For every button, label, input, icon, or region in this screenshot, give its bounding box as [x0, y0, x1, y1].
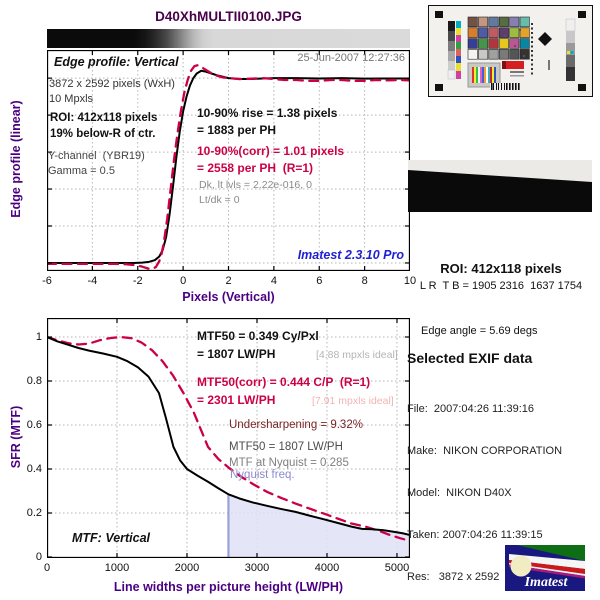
edge-x-tick-label: 0: [180, 275, 187, 287]
red-bar: [502, 61, 524, 69]
edge-x-tick-label: -2: [132, 275, 143, 287]
edge-gradient-strip: [47, 29, 410, 48]
dark-light-levels-line: Dk, lt lvls = 2.22e-016, 0: [199, 179, 312, 191]
mtf50-line1: MTF50 = 0.349 Cy/Pxl: [197, 329, 319, 343]
figure-title: D40XhMULTII0100.JPG: [155, 9, 302, 24]
mtf50-corr-line2: = 2301 LW/PH: [197, 393, 276, 407]
exif-file-line: File: 2007:04:26 11:39:16: [407, 403, 535, 415]
mtf-x-axis-label: Line widths per picture height (LW/PH): [113, 580, 344, 594]
exif-title: Selected EXIF data: [407, 350, 533, 366]
image-size-line: 3872 x 2592 pixels (WxH): [49, 78, 175, 90]
logo-wordmark: Imatest: [524, 575, 569, 590]
edge-chart-header: Edge profile: Vertical: [54, 55, 179, 69]
left-color-strip: [456, 21, 461, 79]
mtf-y-tick-label: 0: [35, 550, 42, 563]
logo-white-band: [509, 554, 585, 569]
mtf-y-tick-label: 0.2: [26, 507, 42, 519]
color-stripes-patch: [472, 67, 496, 83]
mtf-y-tick-label: 0.6: [26, 419, 42, 431]
exif-block: File: 2007:04:26 11:39:16 Make: NIKON CO…: [407, 374, 562, 600]
mtf-y-tick-label: 0.8: [26, 375, 42, 387]
curve-edge-uncorrected: [47, 69, 410, 264]
edge-x-tick-label: 2: [225, 275, 232, 287]
date-stamp: 25-Jun-2007 12:27:36: [297, 52, 405, 64]
channel-line: Y-channel (YBR19): [48, 150, 145, 162]
undersharpening-line: Undersharpening = 9.32%: [229, 419, 363, 431]
mtf-x-tick-label: 2000: [174, 562, 200, 574]
roi-light-region: [408, 160, 592, 182]
mtf50-ideal-note: [4.88 mpxls ideal]: [316, 349, 398, 361]
edge-angle-line: Edge angle = 5.69 degs: [421, 325, 538, 337]
curve-mtf-uncorrected: [47, 336, 410, 536]
mtf-y-tick-label: 0.4: [26, 463, 42, 475]
mtf-y-tick-label: 1: [35, 331, 42, 343]
edge-x-tick-label: 8: [361, 275, 368, 287]
mtf-corner-label: MTF: Vertical: [72, 531, 151, 545]
edge-x-tick-label: 4: [270, 275, 277, 287]
roi-position-line: 19% below-R of ctr.: [50, 128, 156, 140]
left-grayscale-strip: [447, 21, 456, 80]
mtf-chart: [47, 318, 410, 558]
curve-edge-corrected-r-1-: [47, 64, 410, 271]
test-chart-thumbnail: [428, 5, 593, 97]
rise-corrected-line1: 10-90%(corr) = 1.01 pixels: [197, 144, 345, 158]
rise-uncorrected-line2: = 1883 per PH: [197, 123, 277, 137]
colorchecker-grid: [467, 16, 530, 60]
edge-y-axis-label: Edge profile (linear): [9, 100, 23, 218]
corner-fiducial-squares: [435, 11, 586, 91]
curve-mtf-corrected-r-1-: [47, 335, 410, 543]
roi-title: ROI: 412x118 pixels: [440, 261, 562, 276]
barcode-strip: [490, 83, 520, 90]
edge-x-tick-label: 10: [403, 275, 417, 287]
mtf-x-tick-label: 0: [43, 562, 51, 574]
exif-taken-line: Taken: 2007:04:26 11:39:15: [407, 529, 543, 541]
megapixel-line: 10 Mpxls: [49, 93, 94, 105]
gamma-line: Gamma = 0.5: [48, 165, 115, 177]
mtf-x-tick-label: 3000: [244, 562, 270, 574]
mtf50-line2: = 1807 LW/PH: [197, 347, 276, 361]
edge-x-tick-label: -4: [87, 275, 98, 287]
black-diamond-marker: [538, 32, 552, 46]
edge-x-tick-label: 6: [316, 275, 323, 287]
nyquist-freq-label: Nyquist freq.: [230, 469, 295, 481]
mtf-x-tick-label: 5000: [384, 562, 410, 574]
logo-green-wedge: [517, 545, 585, 561]
rise-corrected-line2: = 2558 per PH (R=1): [197, 161, 314, 175]
roi-coordinates: L R T B = 1905 2316 1637 1754: [419, 280, 583, 292]
exif-model-line: Model: NIKON D40X: [407, 487, 512, 499]
logo-moon-circle: [510, 555, 532, 577]
edge-roi-thumbnail: [408, 160, 592, 212]
red-bar-dark-tip: [502, 61, 506, 69]
chart-markings: [498, 25, 550, 77]
exif-res-line: Res: 3872 x 2592: [407, 571, 500, 583]
mtf-at-nyquist-line: MTF at Nyquist = 0.285: [229, 457, 349, 469]
right-grayscale-strip: [565, 18, 576, 81]
mtf-x-tick-label: 1000: [104, 562, 130, 574]
imatest-logo: Imatest: [505, 545, 585, 591]
imatest-version-watermark: Imatest 2.3.10 Pro: [297, 248, 404, 262]
mtf50-corr-line1: MTF50(corr) = 0.444 C/P (R=1): [197, 375, 371, 389]
mtf50-summary-line: MTF50 = 1807 LW/PH: [229, 441, 343, 453]
mtf-x-tick-label: 4000: [314, 562, 340, 574]
edge-profile-chart: [47, 50, 410, 271]
edge-x-axis-label: Pixels (Vertical): [182, 290, 275, 304]
mtf50-corr-ideal-note: [7.91 mpxls ideal]: [312, 395, 394, 407]
exif-make-line: Make: NIKON CORPORATION: [407, 445, 563, 457]
edge-x-tick-label: -6: [42, 275, 52, 287]
lt-dk-ratio-line: Lt/dk = 0: [199, 194, 240, 206]
roi-size-line: ROI: 412x118 pixels: [50, 112, 158, 124]
rise-uncorrected-line1: 10-90% rise = 1.38 pixels: [197, 106, 338, 120]
